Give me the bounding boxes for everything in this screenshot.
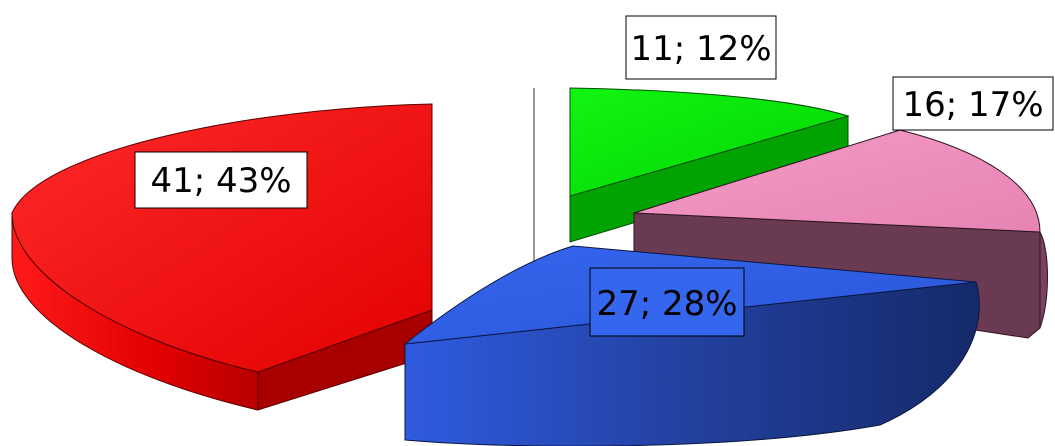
data-label-red: 41; 43%	[134, 151, 308, 209]
data-label-red-box	[134, 151, 308, 209]
pie-slice-pink-outer-side	[1039, 230, 1048, 329]
data-label-blue: 27; 28%	[589, 267, 745, 337]
data-label-pink-box	[892, 76, 1054, 131]
data-label-blue-text: 27; 28%	[596, 284, 737, 324]
data-label-pink: 16; 17%	[892, 76, 1054, 131]
data-label-blue-box	[589, 267, 745, 337]
pie-slice-red-top	[11, 103, 433, 373]
data-label-red-text: 41; 43%	[150, 161, 291, 201]
data-label-pink-text: 16; 17%	[902, 85, 1043, 125]
data-label-green-text: 11; 12%	[630, 29, 771, 69]
data-label-green-box	[625, 15, 777, 80]
pie-slice-green	[569, 87, 850, 243]
pie-slice-red	[11, 103, 433, 411]
pie-slice-green-top	[569, 87, 850, 197]
data-label-green: 11; 12%	[625, 15, 777, 80]
pie-slice-blue-outer-side	[404, 281, 980, 446]
pie-slice-pink-top	[633, 129, 1041, 233]
